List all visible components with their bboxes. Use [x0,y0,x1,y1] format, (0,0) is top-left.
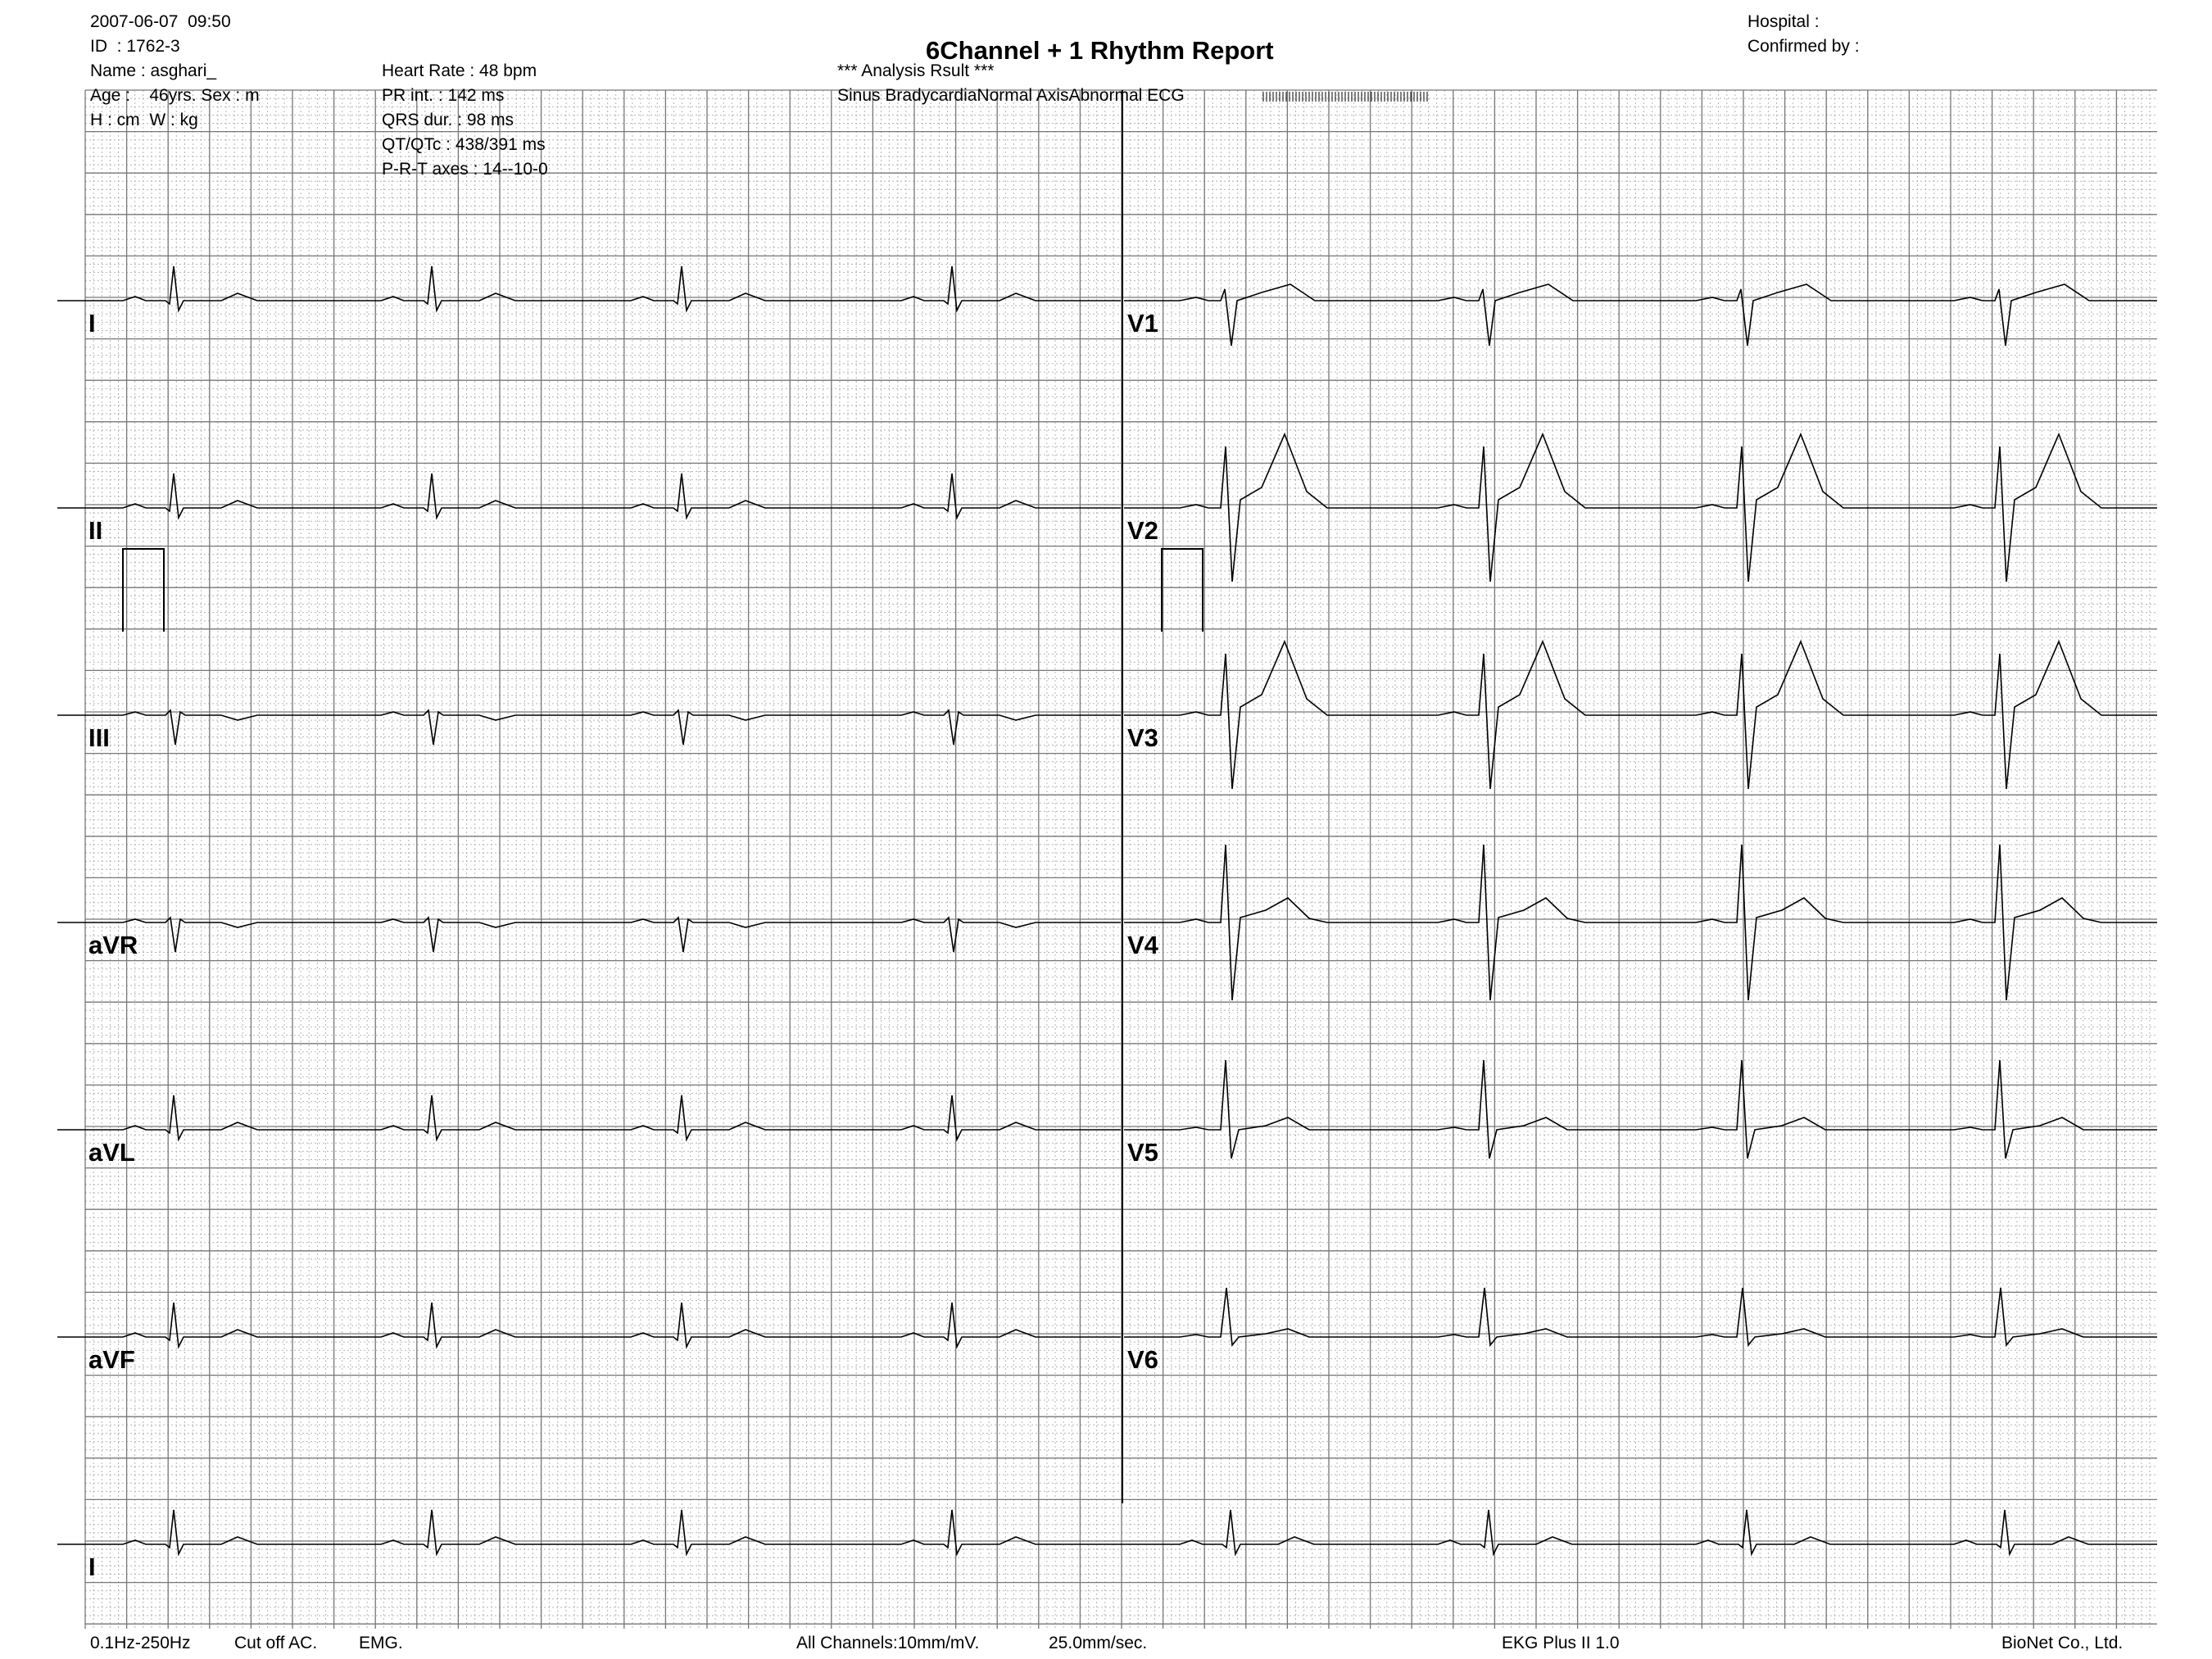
footer-company: BioNet Co., Ltd. [2001,1634,2124,1652]
trace-lead-i [57,265,1121,313]
trace-lead-v3 [1124,639,2157,790]
footer-filter: 0.1Hz-250Hz [90,1634,191,1652]
calibration-pulse-left [122,548,165,632]
qrs-duration: QRS dur. : 98 ms [382,111,514,129]
pr-interval: PR int. : 142 ms [382,86,505,105]
patient-height-weight: H : cm W : kg [90,111,198,129]
lead-label-v3: V3 [1127,723,1158,752]
trace-lead-v4 [1124,844,2157,1001]
footer-cutoff-ac: Cut off AC. [234,1634,318,1652]
major-grid [84,89,2157,1629]
footer-device: EKG Plus II 1.0 [1502,1634,1620,1652]
lead-label-v2: V2 [1127,516,1158,545]
lead-label-rhythm-i: I [88,1552,96,1581]
lead-label-v6: V6 [1127,1345,1158,1374]
analysis-result: Sinus BradycardiaNormal AxisAbnormal ECG [837,86,1185,105]
trace-rhythm-i [57,1509,2157,1557]
footer-channels: All Channels:10mm/mV. [796,1634,980,1652]
trace-lead-ii [57,473,1121,520]
calibration-pulse-right [1161,548,1203,632]
lead-label-iii: III [88,723,110,752]
trace-lead-avl [57,1095,1121,1142]
lead-label-v4: V4 [1127,931,1158,959]
lead-label-i: I [88,309,96,338]
trace-lead-v6 [1124,1287,2157,1348]
confirmed-by-label: Confirmed by : [1747,37,1860,56]
trace-lead-avr [57,916,1121,953]
qt-qtc: QT/QTc : 438/391 ms [382,135,546,154]
analysis-hatch-bar [1262,92,1428,102]
report-title: 6Channel + 1 Rhythm Report [926,36,1274,65]
footer-speed: 25.0mm/sec. [1049,1634,1148,1652]
lead-label-v5: V5 [1127,1138,1158,1167]
footer-emg: EMG. [359,1634,403,1652]
lead-label-v1: V1 [1127,309,1158,338]
trace-lead-v2 [1124,432,2157,582]
trace-lead-v5 [1124,1059,2157,1159]
lead-label-ii: II [88,516,103,545]
lead-label-avr: aVR [88,931,138,959]
patient-name: Name : asghari_ [90,61,217,80]
report-datetime: 2007-06-07 09:50 [90,12,231,31]
lead-label-avf: aVF [88,1345,135,1374]
trace-lead-avf [57,1302,1121,1349]
trace-lead-v1 [1124,283,2157,347]
analysis-heading: *** Analysis Rsult *** [837,61,995,80]
patient-age-sex: Age : 46yrs. Sex : m [90,86,260,105]
prt-axes: P-R-T axes : 14--10-0 [382,160,548,179]
trace-lead-iii [57,709,1121,746]
hospital-label: Hospital : [1747,12,1820,31]
heart-rate: Heart Rate : 48 bpm [382,61,537,80]
patient-id: ID : 1762-3 [90,37,180,56]
lead-label-avl: aVL [88,1138,135,1167]
